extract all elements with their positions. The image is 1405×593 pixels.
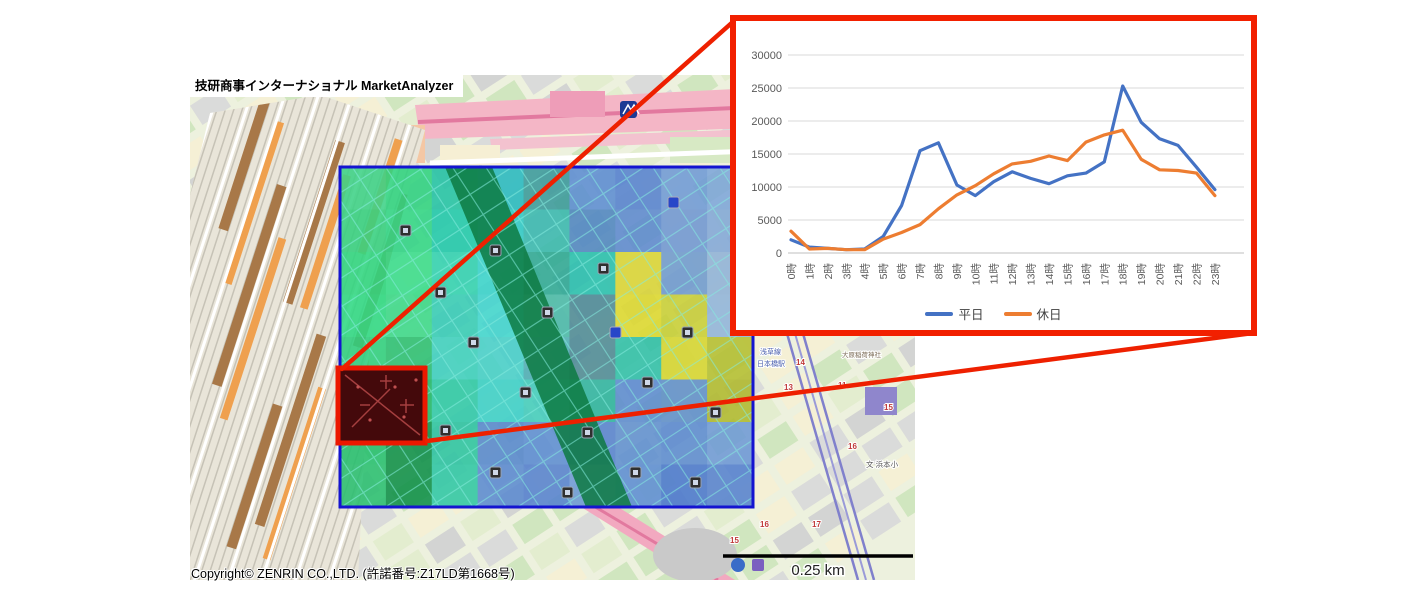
svg-text:30000: 30000 xyxy=(751,50,782,62)
svg-text:8時: 8時 xyxy=(933,263,945,280)
chart-gridlines xyxy=(788,54,1244,254)
svg-text:23時: 23時 xyxy=(1210,263,1222,286)
svg-text:0: 0 xyxy=(776,248,782,260)
svg-text:17時: 17時 xyxy=(1099,263,1111,286)
legend-label: 平日 xyxy=(958,308,984,322)
map-block-number: 16 xyxy=(760,520,769,529)
legend-swatch xyxy=(925,311,954,316)
svg-text:16時: 16時 xyxy=(1081,263,1093,286)
map-block-number: 14 xyxy=(796,358,805,367)
x-axis-labels: 0時 1時 2時 3時 4時 5時 6時 7時 8時 9時 10時 11時 12時 13時 14時 15時 16… xyxy=(786,263,1222,286)
svg-text:12時: 12時 xyxy=(1007,263,1019,286)
svg-text:10000: 10000 xyxy=(751,182,782,194)
legend-label: 休日 xyxy=(1036,308,1062,322)
svg-text:7時: 7時 xyxy=(915,263,927,280)
scale-label: 0.25 km xyxy=(791,562,844,579)
highlight-rectangle xyxy=(335,365,428,446)
map-block-number: 11 xyxy=(838,381,847,390)
legend-swatch xyxy=(1003,311,1032,316)
y-axis-labels: 0 5000 10000 15000 20000 25000 30000 xyxy=(751,50,782,260)
svg-text:1時: 1時 xyxy=(804,263,816,280)
legend-item-休日: 休日 xyxy=(1003,304,1062,323)
svg-text:22時: 22時 xyxy=(1191,263,1203,286)
station-icon xyxy=(620,101,637,118)
svg-text:0時: 0時 xyxy=(786,263,798,280)
svg-text:13時: 13時 xyxy=(1026,263,1038,286)
map-place-label: 大原稲荷神社 xyxy=(842,350,882,359)
svg-text:4時: 4時 xyxy=(860,263,872,280)
scale-bar: 0.25 km xyxy=(723,554,913,581)
map-place-label: 文 浜本小 xyxy=(866,459,899,469)
svg-text:11時: 11時 xyxy=(989,263,1001,285)
series-line-休日 xyxy=(789,128,1217,252)
map-place-label: 浅草線 xyxy=(760,347,781,356)
svg-text:10時: 10時 xyxy=(970,263,982,286)
svg-text:19時: 19時 xyxy=(1136,263,1148,286)
map-block-number: 13 xyxy=(784,383,793,392)
map-title: 技研商事インターナショナル MarketAnalyzer xyxy=(190,75,464,97)
svg-text:14時: 14時 xyxy=(1044,263,1056,286)
svg-text:18時: 18時 xyxy=(1118,263,1130,286)
copyright-text: Copyright© ZENRIN CO.,LTD. (許諾番号:Z17LD第1… xyxy=(191,567,515,581)
svg-text:20時: 20時 xyxy=(1155,263,1167,286)
svg-text:15000: 15000 xyxy=(751,149,782,161)
svg-text:6時: 6時 xyxy=(897,263,909,280)
map-block-number: 16 xyxy=(848,442,857,451)
map-block-number: 15 xyxy=(884,403,893,412)
svg-text:5時: 5時 xyxy=(878,263,890,280)
map-block-number: 17 xyxy=(812,520,821,529)
hourly-population-chart: 0 5000 10000 15000 20000 25000 30000 0時 1時 2時 3時 4時… xyxy=(751,50,1244,286)
chart-panel: 0 5000 10000 15000 20000 25000 30000 0時 1時 2時 3時 4時… xyxy=(730,15,1257,336)
svg-text:25000: 25000 xyxy=(751,83,782,95)
chart-legend: 平日 休日 xyxy=(736,304,1251,323)
svg-text:20000: 20000 xyxy=(751,116,782,128)
svg-text:9時: 9時 xyxy=(952,263,964,280)
svg-text:2時: 2時 xyxy=(823,263,835,280)
svg-text:5000: 5000 xyxy=(758,215,782,227)
legend-item-平日: 平日 xyxy=(925,304,984,323)
map-place-label: 日本橋駅 xyxy=(757,359,785,368)
map-block-number: 15 xyxy=(730,536,739,545)
svg-text:15時: 15時 xyxy=(1062,263,1074,286)
svg-text:21時: 21時 xyxy=(1173,263,1185,286)
svg-text:3時: 3時 xyxy=(841,263,853,280)
